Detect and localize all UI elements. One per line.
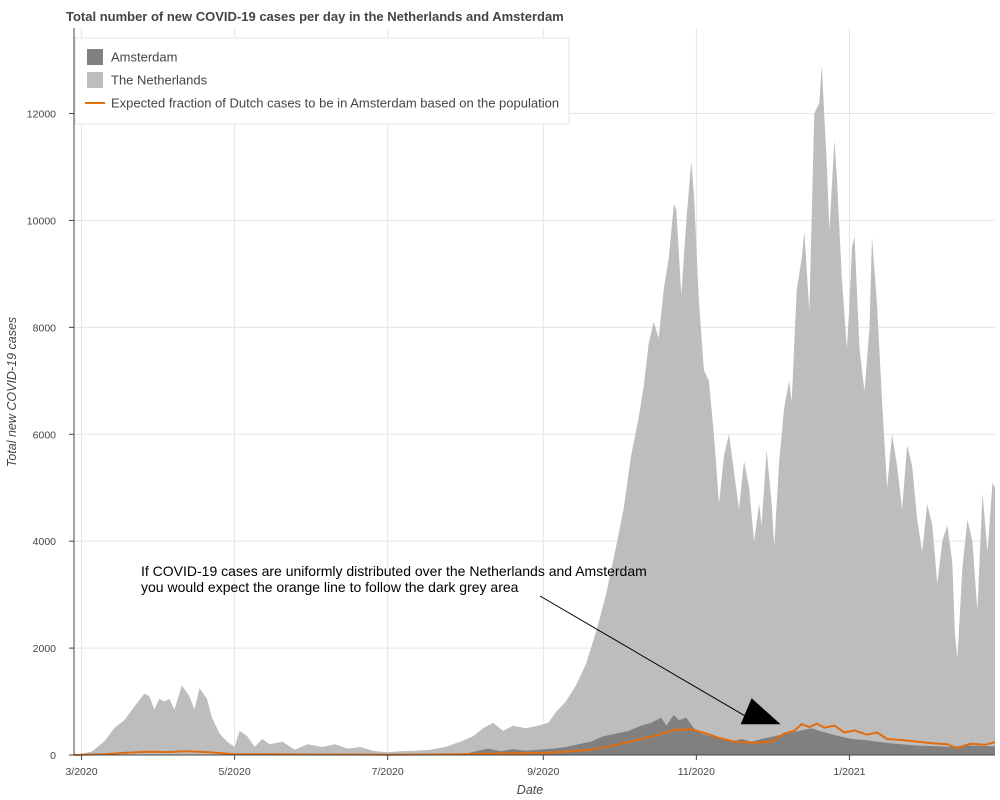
y-tick-label: 12000 — [27, 109, 56, 121]
axes — [73, 28, 995, 756]
series-expected-line — [73, 722, 996, 756]
legend-entry-label: Amsterdam — [111, 50, 177, 65]
grid — [74, 28, 995, 756]
y-tick-label: 0 — [50, 750, 56, 762]
y-tick-label: 4000 — [33, 536, 57, 548]
annotation: If COVID-19 cases are uniformly distribu… — [141, 563, 781, 725]
legend-swatch — [87, 72, 103, 88]
y-tick-label: 8000 — [33, 322, 57, 334]
annotation-arrow-line — [539, 595, 753, 721]
series-netherlands-area — [74, 65, 995, 755]
x-tick-label: 7/2020 — [372, 766, 404, 778]
x-tick-label: 1/2021 — [833, 766, 865, 778]
legend-swatch — [87, 49, 103, 65]
annotation-text-line: If COVID-19 cases are uniformly distribu… — [141, 563, 647, 579]
series-group — [73, 65, 996, 756]
x-tick-label: 5/2020 — [219, 766, 251, 778]
legend-box — [74, 37, 570, 125]
y-tick-label: 6000 — [33, 429, 57, 441]
y-axis-ticks: 0 2000 4000 6000 8000 10000 12000 — [27, 109, 74, 762]
y-tick-label: 10000 — [27, 215, 56, 227]
y-tick-label: 2000 — [33, 643, 57, 655]
x-tick-label: 3/2020 — [65, 766, 97, 778]
x-tick-label: 9/2020 — [527, 766, 559, 778]
legend-entry-label: The Netherlands — [111, 73, 208, 88]
x-tick-label: 11/2020 — [678, 766, 715, 778]
series-amsterdam-area — [74, 714, 995, 755]
annotation-arrow-head — [740, 698, 781, 725]
x-axis-ticks: 3/2020 5/2020 7/2020 9/2020 11/2020 1/2021 — [65, 755, 866, 778]
legend-entry-label: Expected fraction of Dutch cases to be i… — [111, 96, 559, 111]
chart-title: Total number of new COVID-19 cases per d… — [66, 9, 564, 24]
y-axis-label: Total new COVID-19 cases — [5, 317, 19, 467]
x-axis-label: Date — [517, 783, 543, 797]
annotation-text-line: you would expect the orange line to foll… — [141, 579, 519, 595]
legend: Amsterdam The Netherlands Expected fractio… — [74, 37, 570, 125]
